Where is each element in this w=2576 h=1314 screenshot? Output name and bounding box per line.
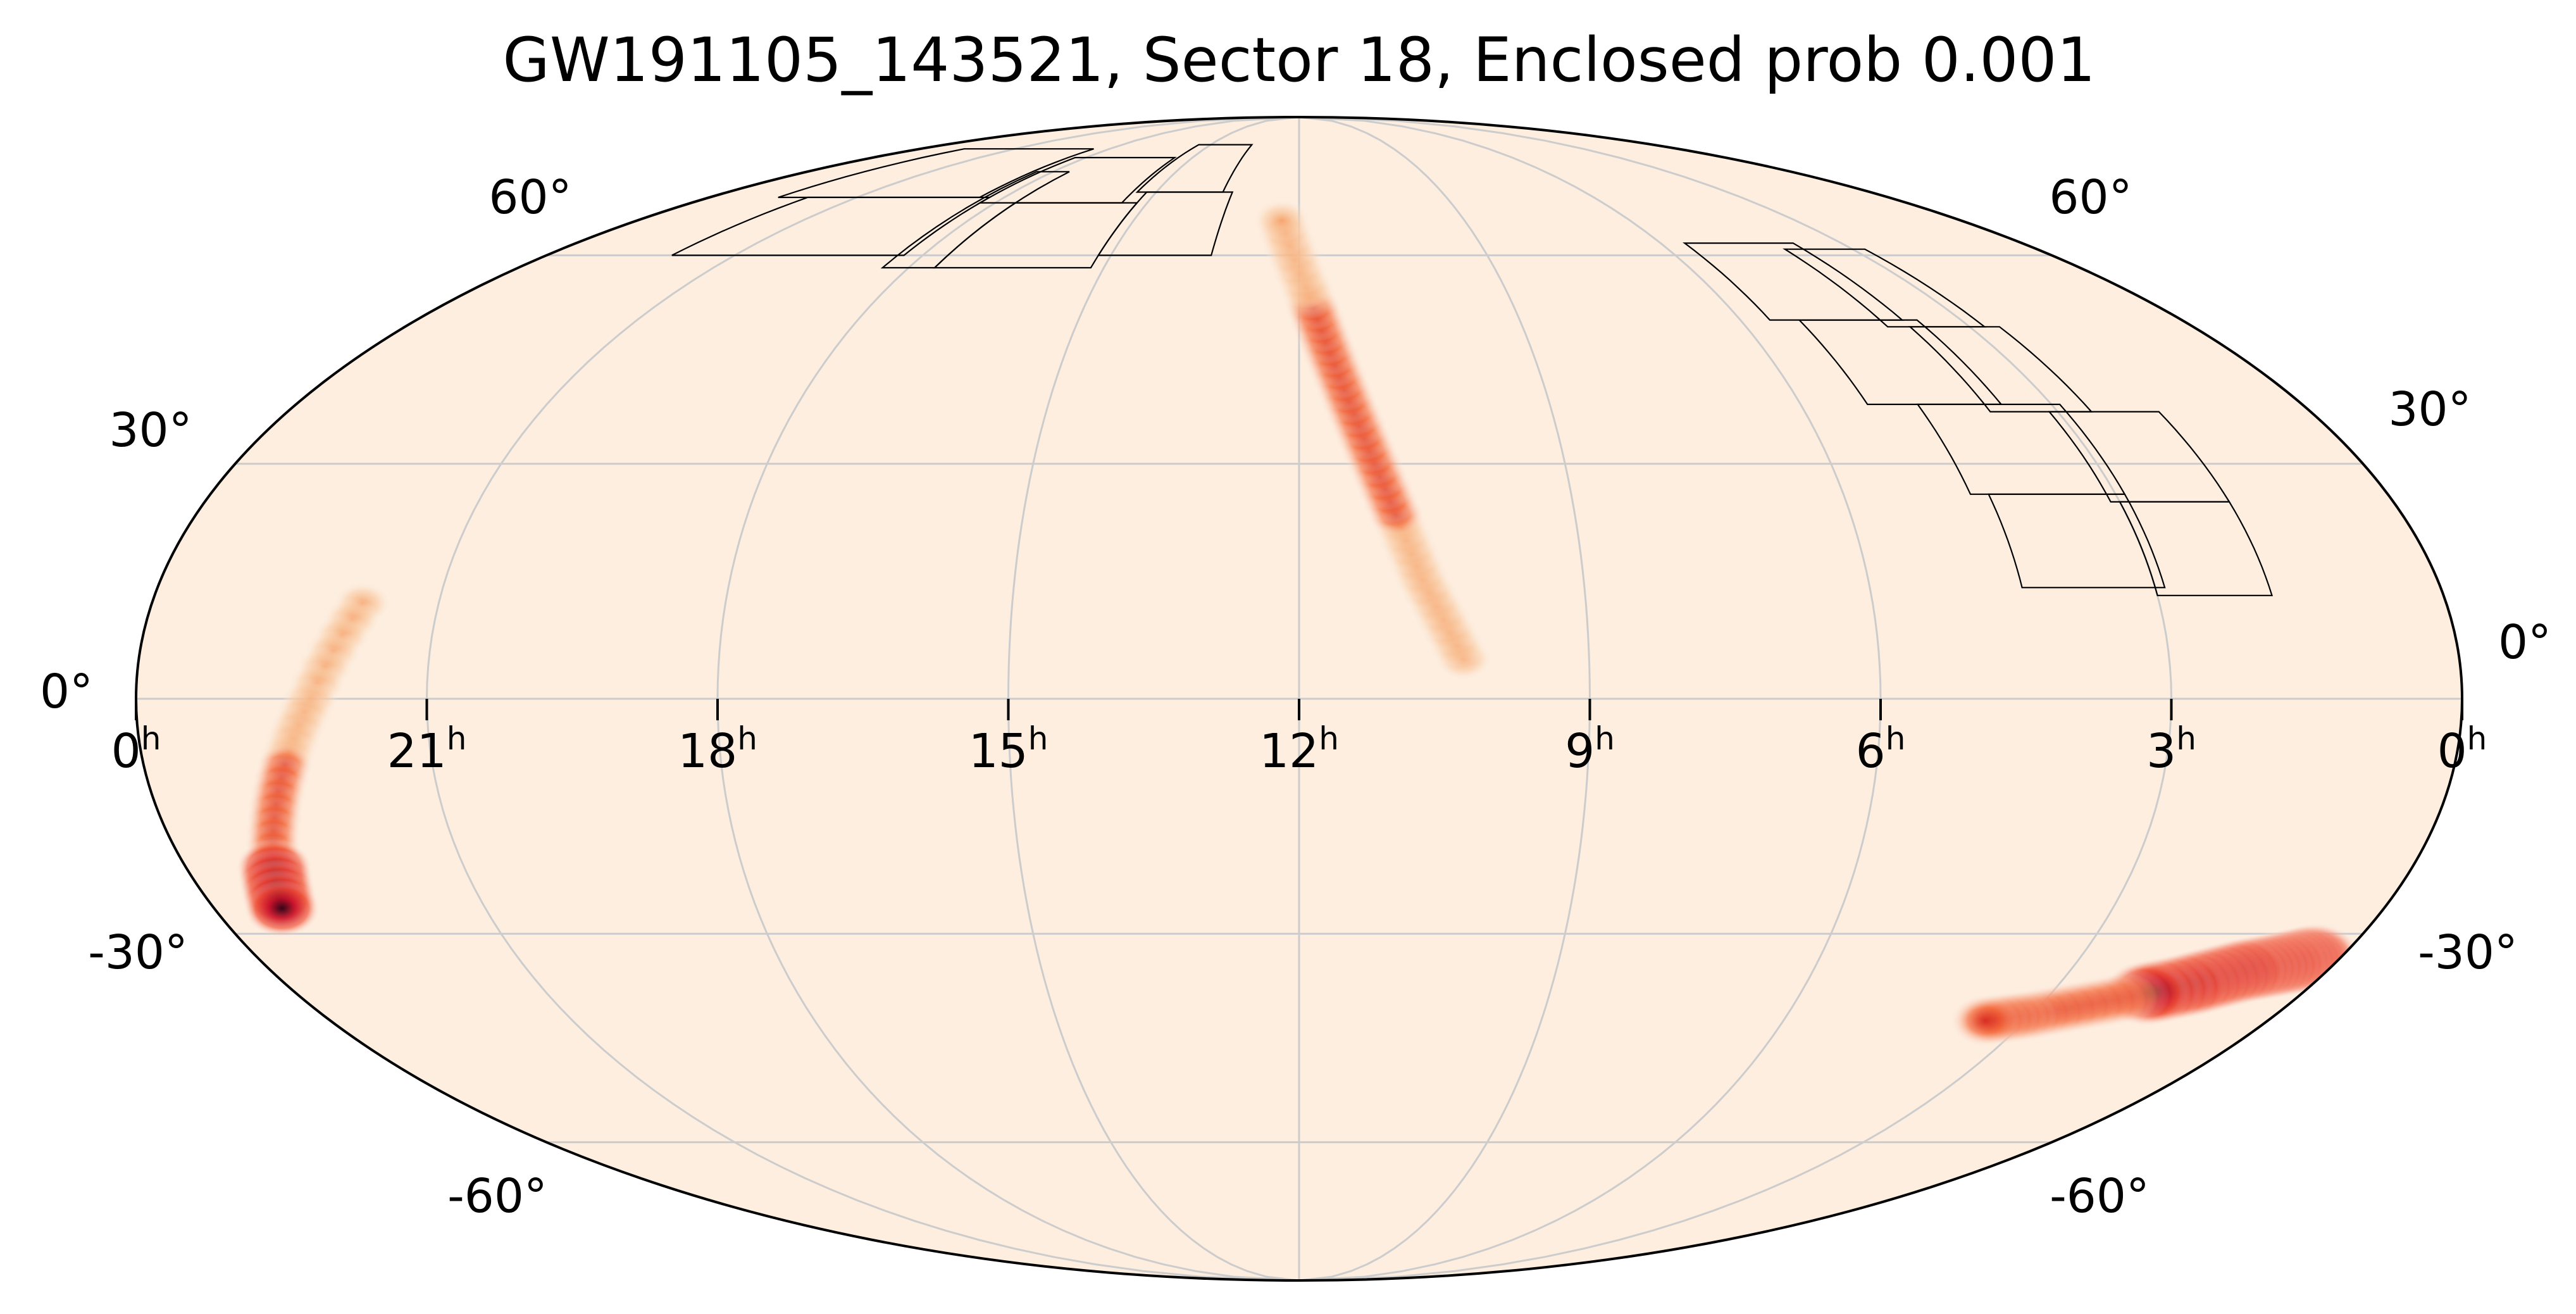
ra-tick-unit: h	[2176, 720, 2196, 757]
ra-tick-unit: h	[2467, 720, 2487, 757]
dec-label-left: 60°	[488, 170, 571, 225]
ra-tick-label: 0h	[2437, 720, 2487, 779]
dec-label-right: -30°	[2418, 925, 2518, 980]
dec-label-right: 60°	[2049, 170, 2132, 225]
ra-tick-unit: h	[1886, 720, 1906, 757]
ra-tick-label: 6h	[1856, 720, 1906, 779]
probability-blob	[244, 880, 320, 937]
ra-tick-label: 15h	[969, 720, 1048, 779]
dec-label-right: 30°	[2388, 382, 2471, 437]
probability-map	[236, 199, 2360, 1047]
dec-label-left: -60°	[447, 1169, 547, 1223]
ra-tick-label: 18h	[678, 720, 757, 779]
map-title: GW191105_143521, Sector 18, Enclosed pro…	[502, 25, 2095, 96]
probability-blob	[1950, 994, 2020, 1047]
tess-sector-footprints	[671, 144, 2274, 596]
ra-tick-hours: 21	[387, 724, 447, 779]
dec-axis-labels: 60° 60° 30° 30° 0° 0° -30° -30° -60° -60°	[40, 170, 2551, 1223]
camera-3-ccd-4	[1135, 144, 1254, 193]
ra-tick-unit: h	[1319, 720, 1339, 757]
ra-tick-unit: h	[737, 720, 757, 757]
ra-tick-hours: 15	[969, 724, 1028, 779]
ra-axis-labels: 0h 21h 18h 15h 12h 9h 6h 3h 0h	[111, 699, 2487, 779]
ra-tick-unit: h	[141, 720, 161, 757]
dec-label-left: 30°	[109, 403, 192, 458]
ra-tick-unit: h	[1028, 720, 1048, 757]
ra-tick-hours: 6	[1856, 724, 1886, 779]
camera-4-ccd-2	[778, 148, 1094, 198]
ra-tick-hours: 0	[111, 724, 141, 779]
camera-2-ccd-4	[1783, 248, 1987, 328]
ra-tick-hours: 0	[2437, 724, 2467, 779]
ra-tick-hours: 18	[678, 724, 737, 779]
camera-4-ccd-3	[880, 171, 1070, 269]
ra-tick-unit: h	[1595, 720, 1615, 757]
camera-3-ccd-2	[977, 156, 1177, 204]
dec-label-right: -60°	[2050, 1169, 2150, 1223]
ra-tick-hours: 12	[1259, 724, 1319, 779]
camera-2-ccd-2	[1683, 242, 1905, 321]
ra-tick-unit: h	[447, 720, 467, 757]
ra-tick-label: 12h	[1259, 720, 1339, 779]
dec-label-right: 0°	[2498, 615, 2551, 670]
ra-tick-hours: 9	[1565, 724, 1595, 779]
ra-tick-hours: 3	[2146, 724, 2176, 779]
dec-label-left: 0°	[40, 665, 93, 719]
ra-tick-label: 0h	[111, 720, 161, 779]
probability-blob	[1253, 199, 1310, 242]
ra-tick-label: 3h	[2146, 720, 2196, 779]
ra-tick-label: 21h	[387, 720, 467, 779]
ra-tick-label: 9h	[1565, 720, 1615, 779]
dec-label-left: -30°	[88, 925, 188, 980]
